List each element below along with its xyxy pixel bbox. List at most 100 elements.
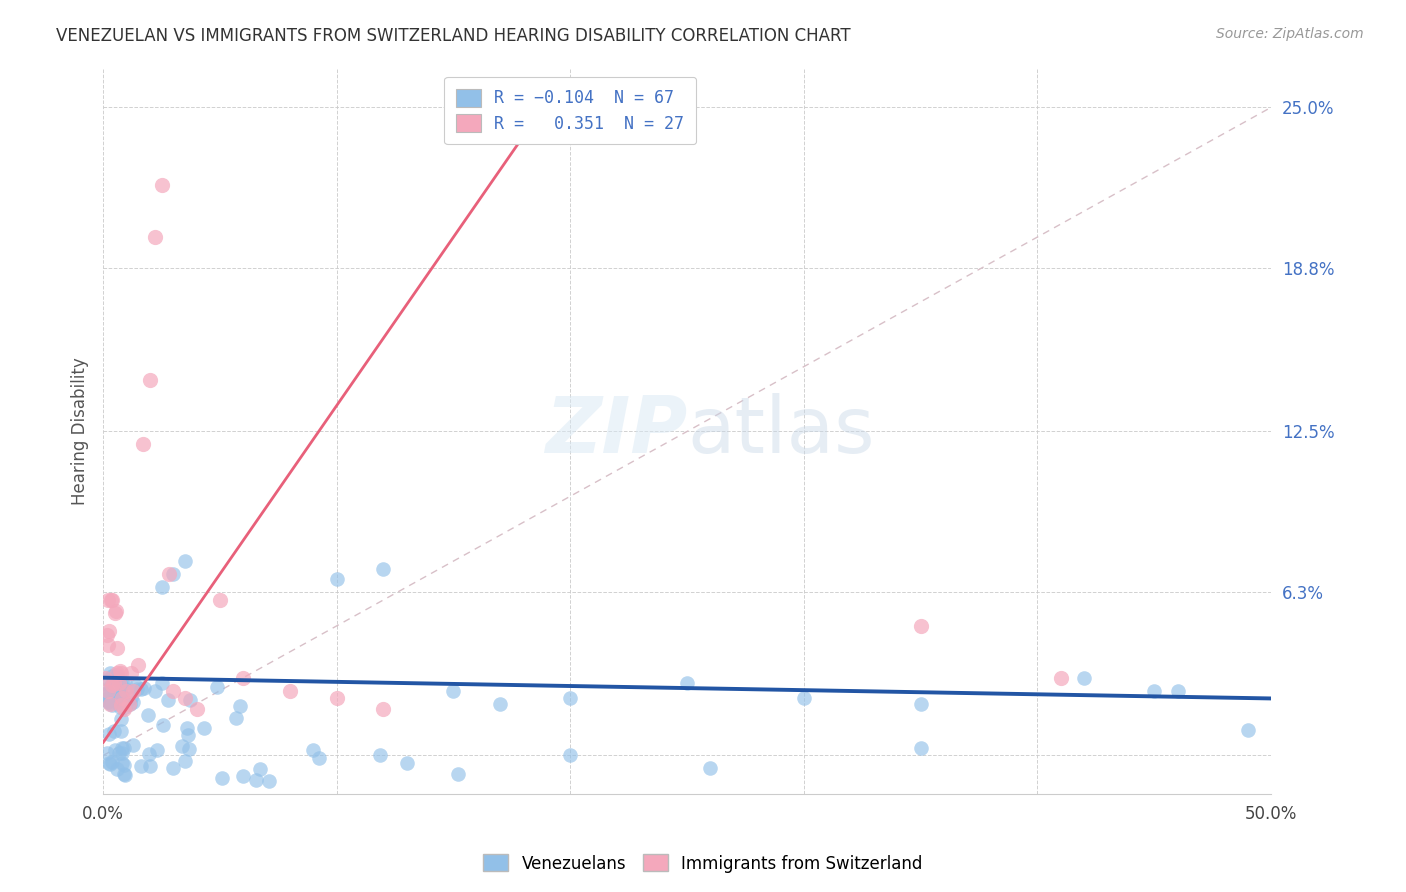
Point (105, 694, 128, 708)
Point (111, 675, 134, 690)
Point (98, 727, 121, 741)
Point (104, 694, 127, 708)
Text: atlas: atlas (688, 393, 875, 469)
Point (97, 691, 120, 706)
Point (132, 681, 155, 696)
Point (145, 743, 167, 757)
Point (447, 767, 470, 781)
Point (108, 684, 131, 698)
Point (257, 773, 280, 788)
Point (114, 699, 136, 714)
Point (156, 693, 179, 707)
Y-axis label: Hearing Disability: Hearing Disability (72, 358, 89, 506)
Point (118, 697, 141, 711)
Point (112, 758, 135, 772)
Point (122, 738, 145, 752)
Point (103, 723, 125, 738)
Point (193, 722, 215, 736)
Text: ZIP: ZIP (546, 393, 688, 469)
Point (211, 771, 233, 785)
Point (98, 624, 121, 638)
Point (100, 755, 122, 769)
Point (96, 746, 118, 760)
Point (1049, 671, 1071, 685)
Point (97, 672, 120, 686)
Point (104, 606, 127, 620)
Point (186, 702, 208, 716)
Point (104, 688, 127, 702)
Point (100, 669, 122, 683)
Point (910, 740, 932, 755)
Point (245, 772, 267, 787)
Point (101, 698, 124, 713)
Point (104, 679, 127, 693)
Point (111, 756, 134, 771)
Point (1167, 683, 1189, 698)
Point (94, 685, 117, 699)
Point (249, 762, 271, 776)
Point (105, 640, 128, 655)
Point (443, 683, 465, 698)
Point (225, 711, 247, 725)
Point (100, 593, 122, 607)
Point (208, 593, 231, 607)
Point (108, 665, 131, 679)
Point (325, 572, 347, 586)
Point (395, 756, 418, 771)
Point (179, 693, 201, 707)
Point (98, 697, 121, 711)
Point (107, 746, 129, 760)
Point (114, 676, 136, 690)
Point (325, 691, 347, 706)
Point (910, 619, 932, 633)
Point (97, 690, 120, 705)
Point (96, 691, 118, 706)
Point (101, 593, 124, 607)
Point (373, 702, 395, 716)
Point (115, 683, 138, 698)
Point (97, 683, 120, 698)
Point (98, 757, 121, 772)
Point (150, 580, 173, 594)
Point (97, 695, 120, 709)
Point (108, 680, 131, 694)
Point (112, 741, 135, 756)
Point (100, 692, 122, 706)
Point (105, 604, 128, 618)
Point (111, 691, 134, 706)
Point (98, 680, 121, 694)
Point (103, 673, 125, 687)
Point (114, 682, 136, 697)
Point (108, 676, 131, 690)
Point (150, 676, 173, 690)
Point (97, 593, 120, 607)
Point (98, 697, 121, 711)
Point (125, 681, 148, 696)
Point (110, 712, 132, 726)
Point (110, 678, 132, 692)
Point (110, 665, 132, 680)
Point (232, 671, 254, 685)
Point (173, 691, 195, 706)
Point (174, 754, 197, 768)
Point (110, 699, 132, 714)
Point (139, 373, 162, 387)
Point (560, 748, 582, 763)
Point (94, 671, 117, 685)
Legend: Venezuelans, Immigrants from Switzerland: Venezuelans, Immigrants from Switzerland (477, 847, 929, 880)
Point (150, 178, 173, 193)
Point (110, 724, 132, 739)
Point (170, 739, 193, 753)
Point (107, 668, 129, 682)
Point (104, 743, 127, 757)
Point (1143, 683, 1166, 698)
Point (120, 690, 142, 705)
Point (676, 676, 699, 690)
Point (101, 678, 124, 692)
Point (125, 679, 148, 693)
Point (302, 743, 325, 757)
Point (101, 690, 124, 705)
Point (136, 707, 159, 722)
Point (105, 665, 128, 680)
Text: Source: ZipAtlas.com: Source: ZipAtlas.com (1216, 27, 1364, 41)
